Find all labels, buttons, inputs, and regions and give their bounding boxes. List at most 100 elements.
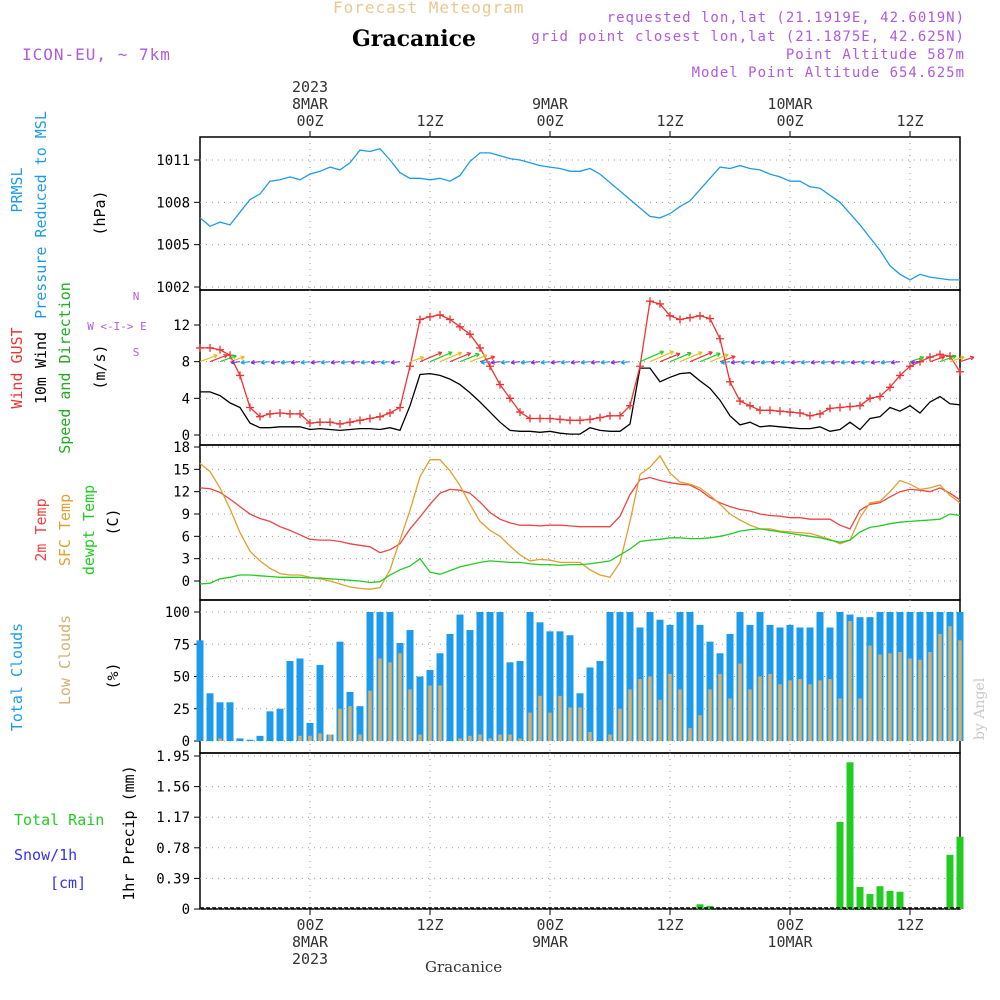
low-cloud-bar xyxy=(908,658,912,741)
wind-vector xyxy=(720,361,731,364)
wind-vector xyxy=(300,361,311,364)
gust-marker xyxy=(646,297,654,306)
low-cloud-bar xyxy=(428,685,432,741)
wind-vector-head xyxy=(540,359,545,365)
gust-marker xyxy=(406,362,414,371)
wind-vector xyxy=(600,361,611,364)
wind-vector-head xyxy=(800,359,805,365)
low-cloud-bar xyxy=(848,621,852,741)
wind-vector-head xyxy=(340,359,345,365)
gust-marker xyxy=(196,343,204,352)
time-label-top: 00Z xyxy=(296,112,323,130)
low-cloud-bar xyxy=(878,654,882,741)
cloud-unit: (%) xyxy=(104,662,122,689)
time-label-bottom: 2023 xyxy=(292,950,328,968)
rain-bar xyxy=(886,890,894,909)
wind-compass-s: S xyxy=(133,346,140,359)
low-cloud-bar xyxy=(338,708,342,741)
wind-vector-head xyxy=(466,352,472,357)
wind-vector xyxy=(929,356,945,363)
wind-vector-head xyxy=(520,359,525,365)
wind-vector-head xyxy=(232,354,237,360)
time-label-top: 12Z xyxy=(656,112,683,130)
total-cloud-bar xyxy=(416,676,424,741)
low-cloud-bar xyxy=(538,695,542,741)
ytick-label-clouds: 100 xyxy=(165,605,190,621)
total-cloud-bar xyxy=(606,612,614,741)
pressure-unit: (hPa) xyxy=(91,190,109,235)
wind-vector-head xyxy=(500,359,505,365)
wind-vector xyxy=(479,356,495,363)
wind-vector-head xyxy=(448,351,453,356)
pressure-label: Pressure Reduced to MSL xyxy=(32,111,50,319)
total-cloud-bar xyxy=(286,661,294,741)
temp2m-label: 2m Temp xyxy=(32,498,50,561)
wind-vector xyxy=(560,361,571,364)
gust-marker xyxy=(586,415,594,424)
gust-marker xyxy=(866,394,874,403)
time-label-top: 2023 xyxy=(292,78,328,96)
low-cloud-bar xyxy=(378,658,382,741)
total-cloud-bar xyxy=(486,612,494,741)
gust-marker xyxy=(666,311,674,320)
gust-marker xyxy=(256,412,264,421)
wind-vector-head xyxy=(370,359,375,365)
gust-marker xyxy=(456,322,464,331)
wind-vector-head xyxy=(620,359,625,365)
low-cloud-bar xyxy=(568,707,572,741)
low-cloud-bar xyxy=(898,651,902,741)
total-cloud-bar xyxy=(226,702,234,741)
low-cloud-bar xyxy=(648,676,652,741)
wind-vector xyxy=(199,354,218,363)
low-cloud-bar xyxy=(768,673,772,741)
rain-bar xyxy=(846,762,854,909)
total-cloud-bar xyxy=(556,631,564,741)
wind-vector-head xyxy=(669,350,674,355)
low-cloud-bar xyxy=(748,689,752,741)
wind-vector xyxy=(679,351,703,363)
gust-marker xyxy=(576,416,584,425)
grid-lonlat: grid point closest lon,lat (21.1875E, 42… xyxy=(531,29,965,45)
low-cloud-bar xyxy=(938,633,942,741)
gust-marker xyxy=(276,409,284,417)
snow-unit-label: [cm] xyxy=(50,874,86,892)
gust-marker xyxy=(266,409,274,418)
wind-vector xyxy=(800,361,811,364)
wind-vector xyxy=(520,361,531,364)
gust-marker xyxy=(706,314,714,323)
wind-vector xyxy=(649,350,674,363)
time-label-top: 00Z xyxy=(536,112,563,130)
wind-vector-head xyxy=(716,352,721,357)
rain-bar xyxy=(876,886,884,909)
low-cloud-bar xyxy=(388,662,392,741)
ytick-label-pressure: 1008 xyxy=(156,195,190,211)
time-label-bottom: 9MAR xyxy=(532,933,569,951)
gust-marker xyxy=(726,377,734,386)
wind-vector xyxy=(939,355,957,363)
gust-marker xyxy=(506,394,514,403)
gust-marker xyxy=(656,299,664,308)
total-cloud-bar xyxy=(526,612,534,741)
wind-vector-head xyxy=(360,359,365,365)
gust-marker xyxy=(606,411,614,420)
wind-vector-head xyxy=(300,359,305,365)
time-label-top: 12Z xyxy=(896,112,923,130)
gust-marker xyxy=(516,408,524,417)
low-cloud-bar xyxy=(488,738,492,741)
total-cloud-bar xyxy=(496,612,504,741)
ytick-label-temperature: 18 xyxy=(173,440,190,456)
wind-vector xyxy=(459,353,480,363)
wind-vector xyxy=(230,361,241,364)
wind-vector xyxy=(290,361,301,364)
wind-vector-head xyxy=(330,359,335,365)
gust-marker xyxy=(566,416,574,425)
wind-vector xyxy=(780,361,791,364)
low-cloud-bar xyxy=(368,690,372,741)
wind-vector-head xyxy=(731,355,736,360)
total-cloud-bar xyxy=(836,612,844,741)
gust-marker xyxy=(906,362,914,371)
low-cloud-bar xyxy=(668,673,672,741)
wind-vector-head xyxy=(280,359,285,365)
gust-marker xyxy=(246,403,254,412)
sfc-temp-line xyxy=(199,454,961,590)
